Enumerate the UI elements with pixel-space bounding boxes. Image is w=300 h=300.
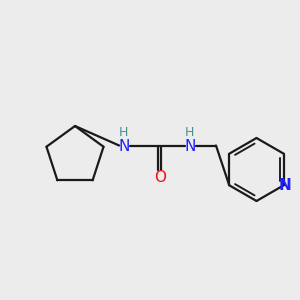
Text: H: H	[184, 126, 194, 140]
Text: O: O	[154, 169, 166, 184]
Text: N: N	[279, 178, 292, 193]
Text: N: N	[119, 140, 130, 154]
Text: N: N	[185, 140, 196, 154]
Text: H: H	[118, 126, 128, 140]
